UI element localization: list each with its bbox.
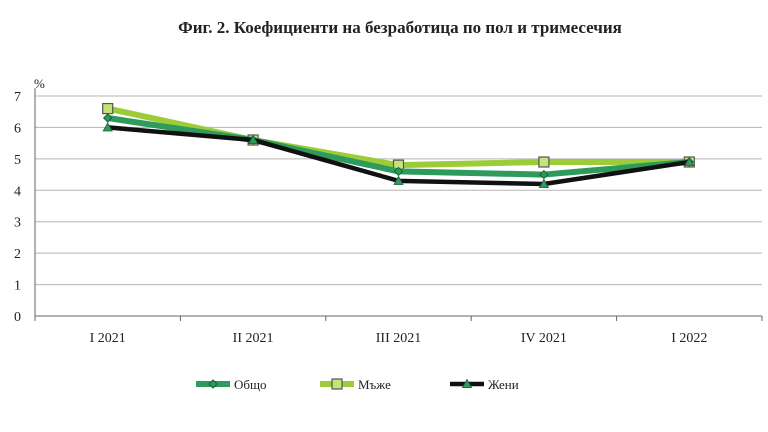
y-tick-1: 1 bbox=[14, 279, 21, 294]
point-Общо-0 bbox=[102, 113, 113, 123]
point-Жени-1 bbox=[247, 134, 259, 145]
x-tick-3: IV 2021 bbox=[521, 331, 567, 346]
y-tick-6: 6 bbox=[14, 121, 21, 136]
y-tick-0: 0 bbox=[14, 310, 21, 325]
legend-item-Жени: Жени bbox=[450, 377, 519, 392]
point-Жени-3 bbox=[538, 178, 550, 189]
y-tick-7: 7 bbox=[14, 90, 21, 105]
x-tick-2: III 2021 bbox=[376, 331, 422, 346]
series-Жени bbox=[102, 122, 695, 189]
x-tick-0: I 2021 bbox=[90, 331, 126, 346]
y-tick-3: 3 bbox=[14, 216, 21, 231]
legend-label-Общо: Общо bbox=[234, 377, 267, 392]
legend-marker-Общо bbox=[208, 379, 218, 389]
legend: Общо Мъже Жени bbox=[196, 377, 519, 392]
legend-marker-Мъже bbox=[331, 378, 343, 390]
point-Общо-2 bbox=[393, 166, 404, 177]
point-Общо-3 bbox=[539, 169, 549, 180]
y-tick-5: 5 bbox=[14, 153, 21, 168]
chart-title: Фиг. 2. Коефициенти на безработица по по… bbox=[178, 18, 622, 37]
x-tick-4: I 2022 bbox=[671, 331, 707, 346]
axes bbox=[34, 88, 763, 321]
legend-label-Мъже: Мъже bbox=[358, 377, 391, 392]
x-tick-1: II 2021 bbox=[233, 331, 274, 346]
series-Общо bbox=[102, 113, 695, 180]
point-Жени-2 bbox=[393, 175, 404, 185]
y-tick-4: 4 bbox=[14, 184, 21, 199]
legend-label-Жени: Жени bbox=[488, 377, 519, 392]
y-unit-label: % bbox=[34, 76, 45, 91]
series-lines bbox=[102, 102, 695, 189]
legend-item-Общо: Общо bbox=[196, 377, 267, 392]
point-Жени-0 bbox=[102, 122, 113, 132]
x-tick-labels: I 2021 II 2021 III 2021 IV 2021 I 2022 bbox=[90, 331, 708, 346]
point-Жени-4 bbox=[684, 156, 695, 167]
point-Мъже-3 bbox=[538, 156, 550, 168]
legend-item-Мъже: Мъже bbox=[320, 377, 391, 392]
y-tick-2: 2 bbox=[14, 247, 21, 262]
legend-marker-Жени bbox=[461, 378, 473, 389]
point-Мъже-0 bbox=[102, 102, 114, 115]
y-tick-labels: 0 1 2 3 4 5 6 7 bbox=[14, 90, 21, 325]
